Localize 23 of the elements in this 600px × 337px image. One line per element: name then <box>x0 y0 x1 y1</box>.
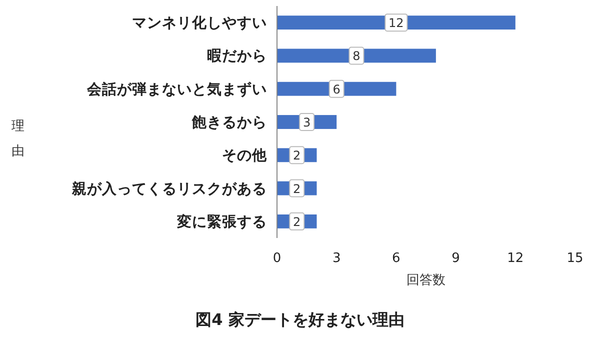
x-tick-label: 12 <box>507 251 524 266</box>
data-label: 6 <box>332 82 340 96</box>
x-tick-label: 0 <box>272 251 282 266</box>
y-axis-title: 理由 <box>12 119 24 159</box>
y-tick-label: 暇だから <box>207 48 267 65</box>
y-tick-label: マンネリ化しやすい <box>132 14 267 32</box>
data-label: 12 <box>388 16 404 30</box>
x-tick-label: 15 <box>566 251 584 266</box>
data-label: 2 <box>293 182 301 196</box>
y-tick-label: 会話が弾まないと気まずい <box>86 80 267 98</box>
x-tick-label: 9 <box>452 251 460 266</box>
data-label: 8 <box>352 49 360 64</box>
y-tick-label: 親が入ってくるリスクがある <box>71 180 267 198</box>
data-label: 2 <box>293 148 301 163</box>
data-label: 3 <box>302 116 311 130</box>
y-tick-label: 変に緊張する <box>176 212 267 230</box>
data-label: 2 <box>293 214 301 229</box>
text: 図4 家デートを好まない理由 <box>196 310 404 329</box>
x-tick-label: 3 <box>332 251 341 266</box>
x-tick-label: 6 <box>392 251 400 266</box>
y-tick-label: その他 <box>222 147 268 164</box>
y-tick-label: 飽きるから <box>191 114 267 131</box>
x-axis-title: 回答数 <box>406 273 446 288</box>
